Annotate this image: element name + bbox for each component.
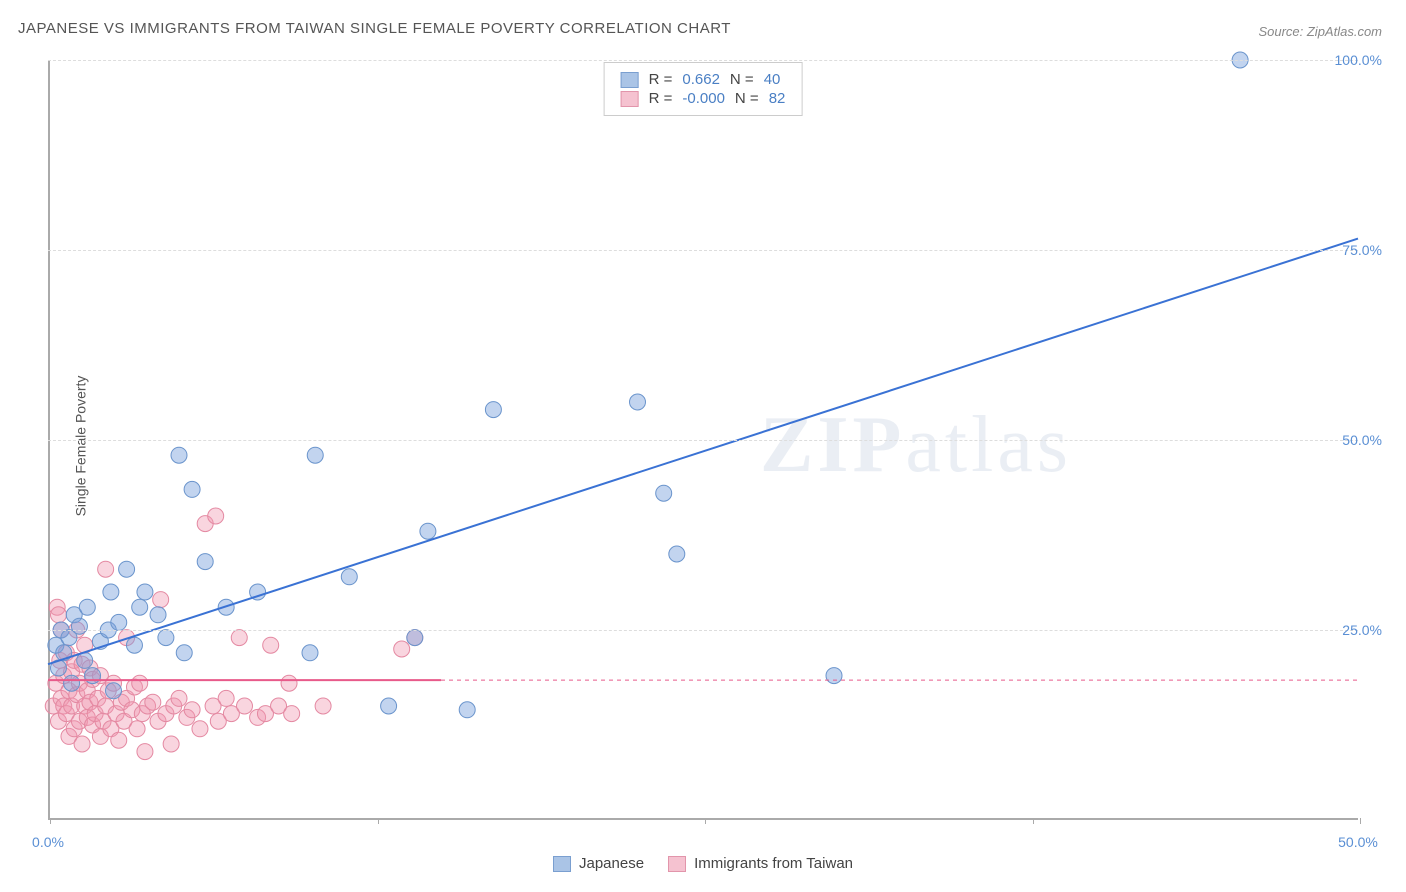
r-value-japanese: 0.662 [682,71,720,88]
swatch-japanese [553,856,571,872]
swatch-taiwan [621,91,639,107]
data-point [281,675,297,691]
data-point [150,607,166,623]
n-label: N = [735,90,759,107]
data-point [126,637,142,653]
data-point [163,736,179,752]
chart-title: JAPANESE VS IMMIGRANTS FROM TAIWAN SINGL… [18,20,731,37]
y-tick-label: 25.0% [1342,622,1382,638]
y-tick-label: 75.0% [1342,242,1382,258]
x-tick-label: 50.0% [1338,834,1378,850]
data-point [103,584,119,600]
data-point [630,394,646,410]
legend-label-japanese: Japanese [579,855,644,872]
x-tick [1360,818,1361,824]
data-point [119,561,135,577]
data-point [153,592,169,608]
data-point [669,546,685,562]
data-point [826,668,842,684]
swatch-japanese [621,72,639,88]
data-point [184,481,200,497]
data-point [459,702,475,718]
data-point [98,561,114,577]
legend-row-japanese: R = 0.662 N = 40 [621,71,786,88]
data-point [237,698,253,714]
data-point [129,721,145,737]
data-point [176,645,192,661]
data-point [74,736,90,752]
data-point [71,618,87,634]
r-label: R = [649,71,673,88]
source-label: Source: ZipAtlas.com [1258,24,1382,39]
data-point [218,690,234,706]
legend-series: Japanese Immigrants from Taiwan [553,855,853,872]
data-point [79,599,95,615]
data-point [111,614,127,630]
gridline [48,630,1358,631]
trend-line [48,239,1358,665]
data-point [302,645,318,661]
data-point [420,523,436,539]
data-point [485,402,501,418]
data-point [284,706,300,722]
data-point [106,683,122,699]
data-point [656,485,672,501]
data-point [137,584,153,600]
legend-correlation: R = 0.662 N = 40 R = -0.000 N = 82 [604,62,803,116]
x-tick-label: 0.0% [32,834,64,850]
data-point [64,675,80,691]
data-point [208,508,224,524]
y-tick-label: 50.0% [1342,432,1382,448]
data-point [263,637,279,653]
data-point [132,675,148,691]
data-point [50,607,66,623]
gridline [48,440,1358,441]
data-point [85,668,101,684]
data-point [184,702,200,718]
data-point [315,698,331,714]
data-point [192,721,208,737]
data-point [158,630,174,646]
data-point [197,554,213,570]
n-value-japanese: 40 [764,71,781,88]
data-point [231,630,247,646]
data-point [171,447,187,463]
legend-row-taiwan: R = -0.000 N = 82 [621,90,786,107]
data-point [307,447,323,463]
legend-item-japanese: Japanese [553,855,644,872]
r-label: R = [649,90,673,107]
data-point [132,599,148,615]
legend-item-taiwan: Immigrants from Taiwan [668,855,853,872]
swatch-taiwan [668,856,686,872]
legend-label-taiwan: Immigrants from Taiwan [694,855,853,872]
data-point [407,630,423,646]
n-value-taiwan: 82 [769,90,786,107]
data-point [341,569,357,585]
n-label: N = [730,71,754,88]
data-point [171,690,187,706]
data-point [111,732,127,748]
gridline [48,250,1358,251]
r-value-taiwan: -0.000 [682,90,725,107]
gridline [48,60,1358,61]
data-point [137,744,153,760]
data-point [145,694,161,710]
y-tick-label: 100.0% [1335,52,1382,68]
data-point [394,641,410,657]
data-point [381,698,397,714]
